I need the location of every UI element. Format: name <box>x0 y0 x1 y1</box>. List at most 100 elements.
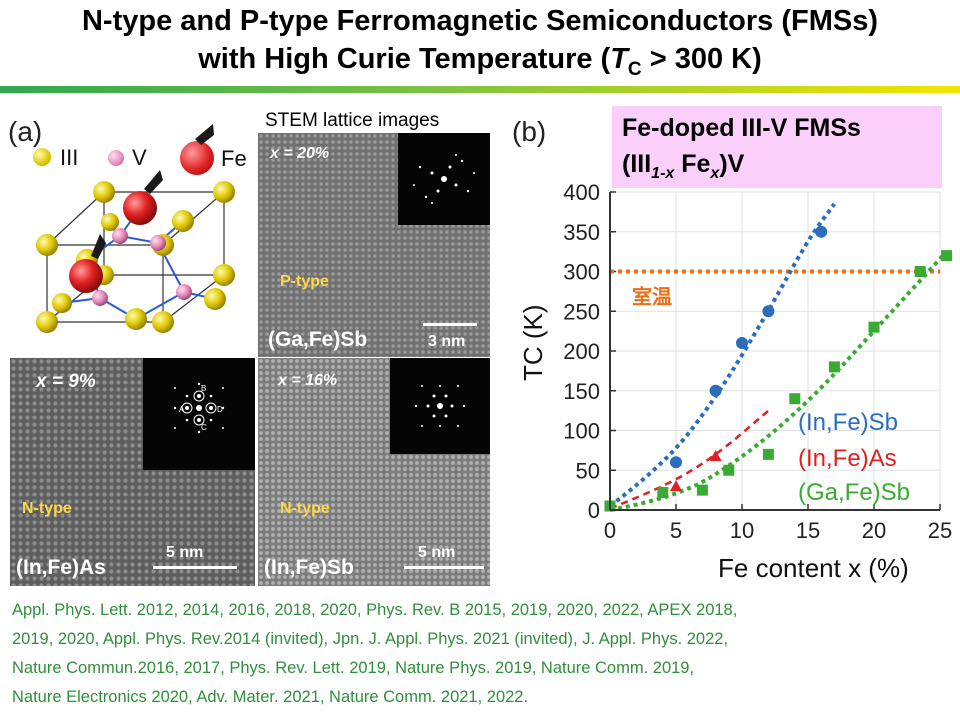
fe-doped-info-box: Fe-doped III-V FMSs (III1-x Fex)V <box>612 106 942 188</box>
x-content-label-1: x = 20% <box>270 145 330 162</box>
diffraction-pattern-2: B A D C <box>143 358 255 470</box>
stem-image-in-fe-sb: x = 16% N-type (In,Fe)Sb 5 nm <box>258 358 490 586</box>
diffraction-pattern-1 <box>398 133 490 225</box>
formula-subscript: 1-x <box>651 165 674 182</box>
legend-in-fe-sb: (In,Fe)Sb <box>798 409 898 436</box>
y-tick-label: 0 <box>588 498 600 523</box>
x-tick-label: 10 <box>730 518 754 543</box>
data-point-circle <box>762 305 775 318</box>
tc-vs-fe-content-chart: 0 50 100 150 200 250 300 350 400 0 5 10 15 20 25 Fe co… <box>518 180 953 583</box>
scale-bar-3 <box>404 566 484 569</box>
reference-line: Nature Commun.2016, 2017, Phys. Rev. Let… <box>12 659 695 677</box>
data-point-square <box>828 361 840 373</box>
y-tick-label: 100 <box>563 419 600 444</box>
data-point-triangle <box>670 480 682 492</box>
material-label-1: (Ga,Fe)Sb <box>268 328 368 351</box>
y-tick-label: 200 <box>563 339 600 364</box>
legend-v-atom-icon <box>108 150 124 166</box>
references-list: Appl. Phys. Lett. 2012, 2014, 2016, 2018… <box>12 596 952 712</box>
scale-label-2: 5 nm <box>166 544 204 561</box>
scale-bar-1 <box>423 323 477 326</box>
legend-fe-atom-icon <box>180 141 214 175</box>
spot-label-b: B <box>201 384 206 393</box>
data-point-square <box>789 393 801 405</box>
chart-axes <box>609 192 940 511</box>
y-axis-title: TC (K) <box>518 304 548 381</box>
material-label-2: (In,Fe)As <box>16 556 106 579</box>
x-axis-title: Fe content x (%) <box>718 553 909 583</box>
formula-fe-sub-text: x <box>710 165 720 182</box>
chart-ticks: 0 50 100 150 200 250 300 350 400 0 5 10 15 20 25 <box>563 180 952 543</box>
slide-title: N-type and P-type Ferromagnetic Semicond… <box>0 2 960 89</box>
scale-label-3: 5 nm <box>418 544 456 561</box>
spot-label-a: A <box>179 405 185 414</box>
x-tick-label: 0 <box>604 518 616 543</box>
v-atoms <box>92 228 192 306</box>
scale-bar-2 <box>153 566 237 569</box>
title-line-2-prefix: with High Curie Temperature ( <box>198 43 611 75</box>
room-temperature-label: 室温 <box>632 285 672 309</box>
y-tick-label: 350 <box>563 220 600 245</box>
iii-atoms <box>36 181 235 333</box>
data-point-square <box>941 250 953 262</box>
trend-line-2 <box>609 250 949 512</box>
x-content-label-2: x = 9% <box>36 371 96 392</box>
carrier-type-label-3: N-type <box>280 500 330 517</box>
data-point-square <box>914 266 926 277</box>
formula-fe-sub: x <box>710 165 719 182</box>
y-tick-label: 50 <box>576 458 600 483</box>
formula-close: )V <box>719 150 745 178</box>
spot-label-d: D <box>217 405 223 414</box>
diffraction-spots-1 <box>413 154 475 204</box>
data-point-square <box>723 464 735 476</box>
title-tc-subscript: C <box>627 58 642 80</box>
trend-line-1 <box>609 409 770 510</box>
y-tick-label: 150 <box>563 379 600 404</box>
formula-fe: Fe <box>674 150 711 178</box>
data-point-circle <box>736 337 748 350</box>
y-tick-label: 250 <box>563 299 600 324</box>
x-tick-label: 15 <box>796 518 820 543</box>
carrier-type-label-2: N-type <box>22 500 72 517</box>
formula-open: (III <box>622 150 652 178</box>
panel-b-label: (b) <box>512 116 547 147</box>
title-tc-symbol: T <box>610 43 628 75</box>
x-tick-label: 25 <box>928 518 952 543</box>
material-label-3: (In,Fe)Sb <box>264 556 354 579</box>
data-point-triangle <box>709 449 722 461</box>
legend-ga-fe-sb: (Ga,Fe)Sb <box>798 479 910 506</box>
title-line-1: N-type and P-type Ferromagnetic Semicond… <box>81 5 878 37</box>
legend-fe-label: Fe <box>221 146 247 171</box>
title-underline-gradient <box>0 86 960 93</box>
y-tick-label: 300 <box>563 260 600 285</box>
trend-lines <box>608 202 949 512</box>
legend-v-label: V <box>132 145 147 170</box>
data-point-circle <box>709 384 722 397</box>
data-point-square <box>657 487 669 499</box>
data-point-square <box>696 484 708 496</box>
data-point-square <box>762 448 774 460</box>
fe-doped-box-title: Fe-doped III-V FMSs <box>622 114 861 142</box>
diffraction-spots-2: B A D C <box>173 382 225 434</box>
reference-line: Nature Electronics 2020, Adv. Mater. 202… <box>12 688 529 706</box>
data-point-square <box>868 321 880 333</box>
x-tick-label: 20 <box>862 518 886 543</box>
spin-arrows <box>91 124 214 259</box>
y-tick-label: 400 <box>563 180 600 205</box>
fe-doped-formula: (III1-x Fex)V <box>622 150 744 183</box>
title-line-2: with High Curie Temperature (TC > 300 K) <box>0 40 960 89</box>
stem-image-ga-fe-sb: x = 20% P-type (Ga,Fe)Sb 3 nm <box>258 133 490 357</box>
legend-in-fe-as: (In,Fe)As <box>798 445 897 472</box>
spot-label-c: C <box>201 423 207 432</box>
diffraction-spots-3 <box>414 385 466 427</box>
fe-atoms <box>69 191 157 293</box>
reference-line: Appl. Phys. Lett. 2012, 2014, 2016, 2018… <box>12 601 738 619</box>
trend-line-0 <box>608 202 837 508</box>
x-tick-label: 5 <box>670 518 682 543</box>
stem-image-in-fe-as: B A D C x = 9% N-type (In,Fe)As 5 nm <box>10 358 255 586</box>
scale-label-1: 3 nm <box>428 333 466 350</box>
carrier-type-label-1: P-type <box>280 273 329 290</box>
legend-iii-label: III <box>60 145 79 170</box>
data-point-circle <box>815 225 828 238</box>
stem-caption: STEM lattice images <box>265 110 440 131</box>
